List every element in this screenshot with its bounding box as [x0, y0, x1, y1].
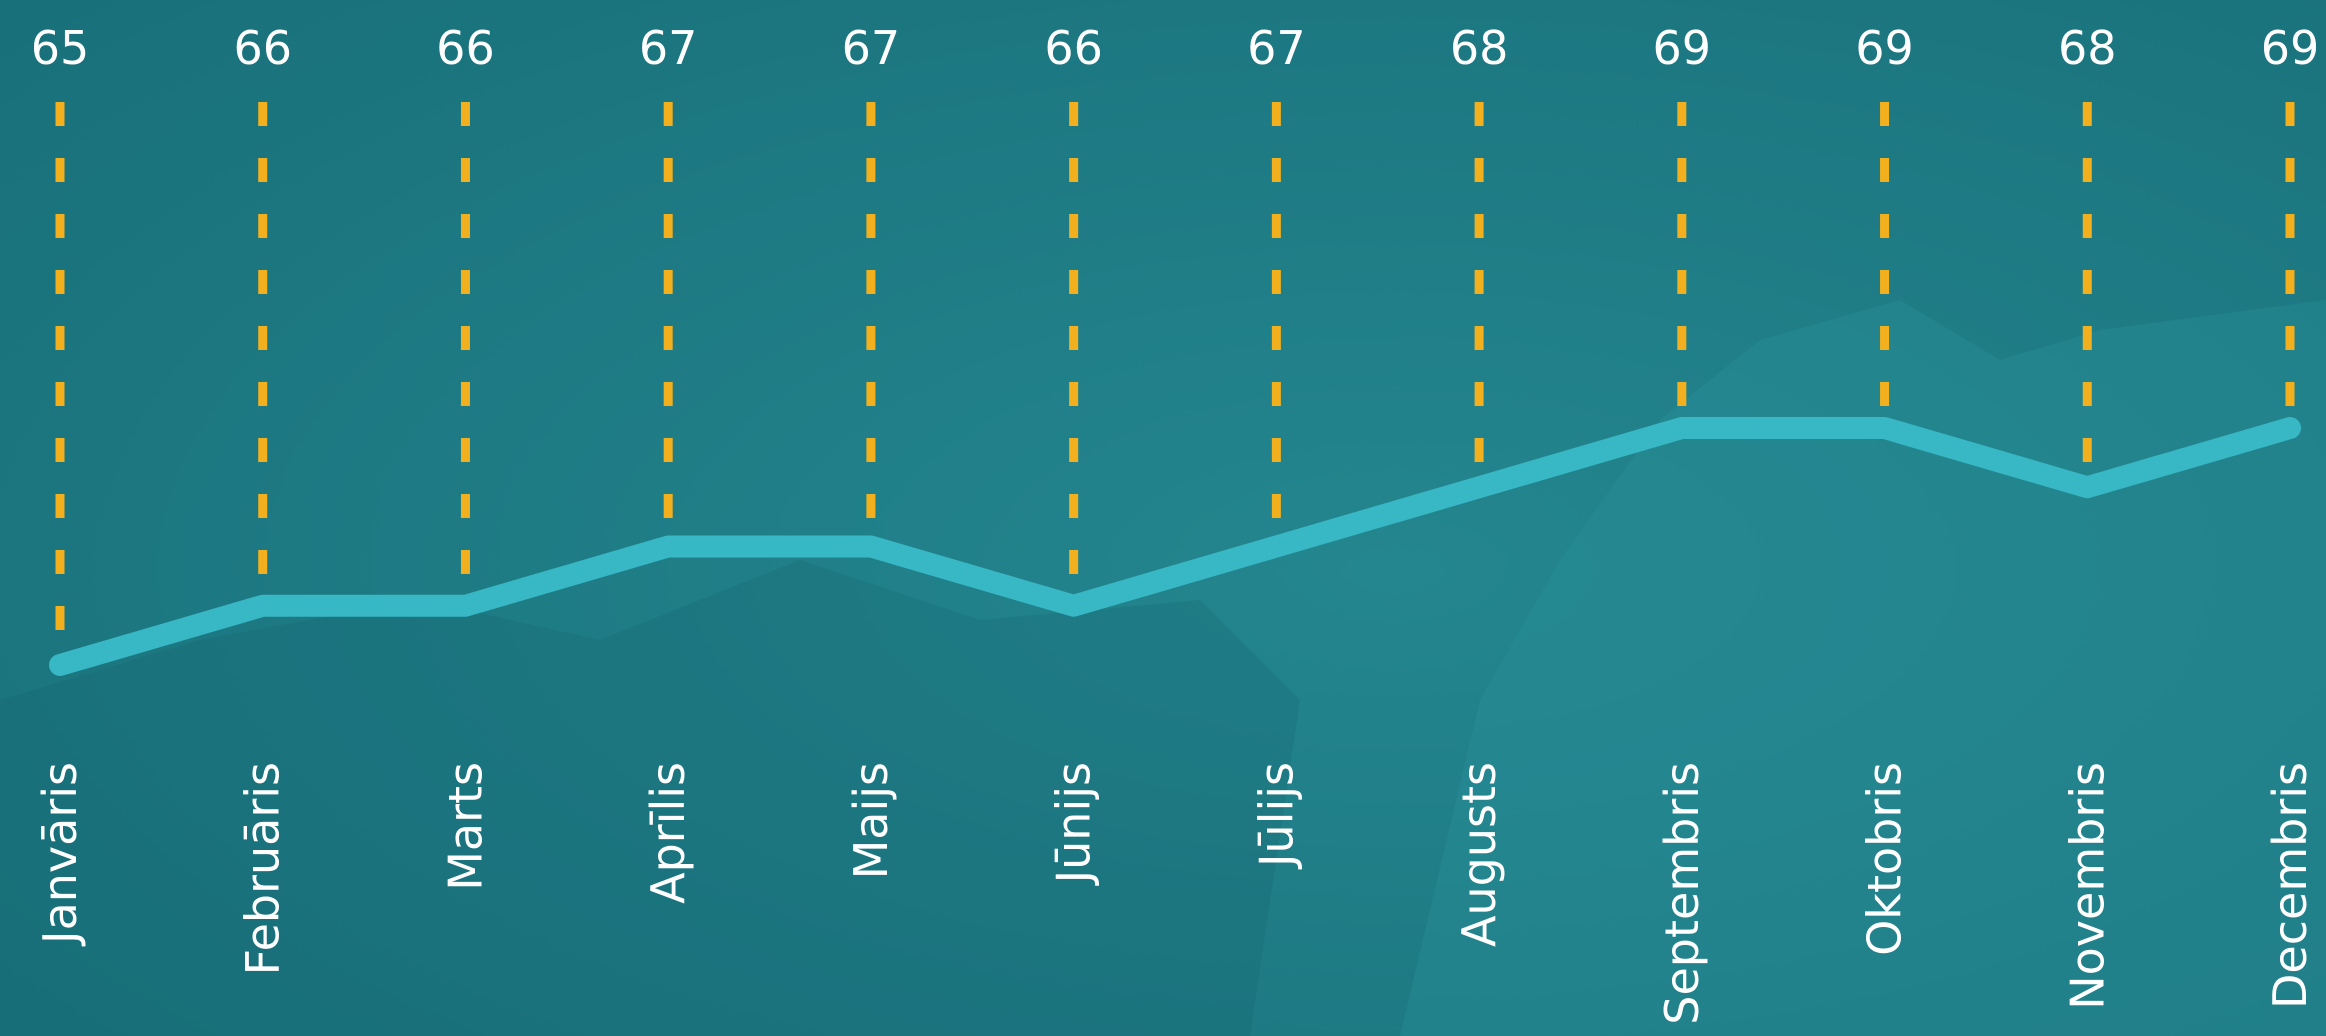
category-label: Marts: [438, 762, 492, 891]
data-label: 65: [31, 21, 90, 75]
category-label: Augusts: [1452, 762, 1506, 947]
data-label: 66: [1044, 21, 1103, 75]
data-label: 67: [842, 21, 901, 75]
category-label: Februāris: [236, 762, 290, 975]
data-label: 66: [233, 21, 292, 75]
data-label: 66: [436, 21, 495, 75]
category-label: Jūlijs: [1249, 762, 1303, 870]
category-label: Novembris: [2060, 762, 2114, 1010]
data-label: 68: [1450, 21, 1509, 75]
category-label: Maijs: [844, 762, 898, 879]
data-label: 69: [1653, 21, 1712, 75]
data-label: 67: [1247, 21, 1306, 75]
category-label: Septembris: [1655, 762, 1709, 1025]
category-label: Janvāris: [33, 762, 87, 947]
data-label: 68: [2058, 21, 2117, 75]
data-label: 69: [1855, 21, 1914, 75]
category-label: Decembris: [2263, 762, 2317, 1009]
category-label: Oktobris: [1858, 762, 1912, 956]
category-label: Jūnijs: [1047, 762, 1101, 886]
data-label: 69: [2261, 21, 2320, 75]
data-label: 67: [639, 21, 698, 75]
category-label: Aprīlis: [641, 762, 695, 904]
